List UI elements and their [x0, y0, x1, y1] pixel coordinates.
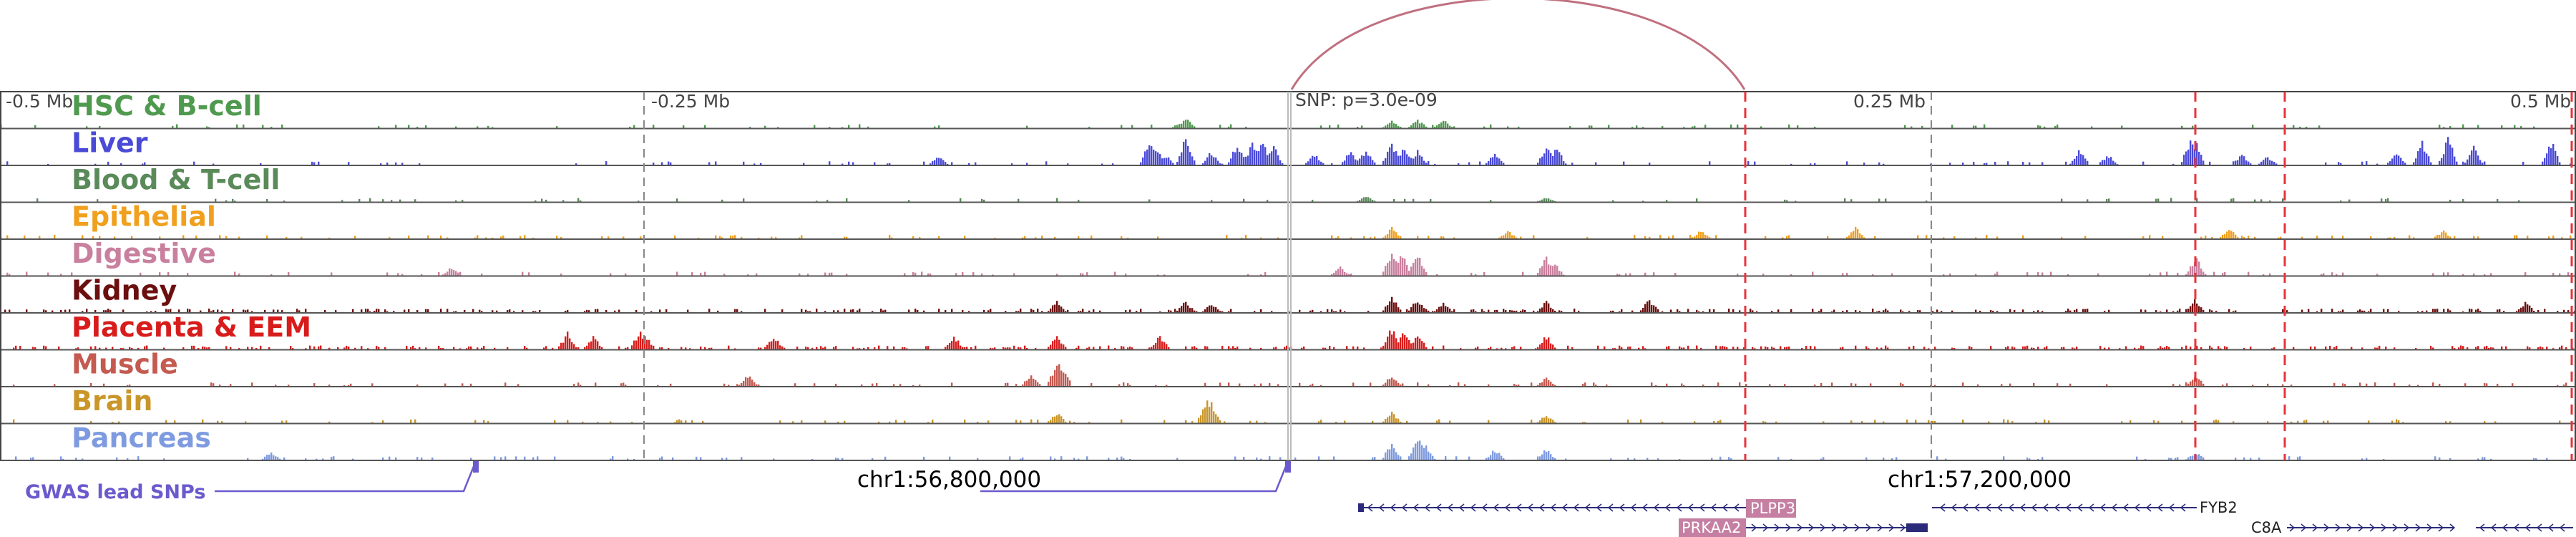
coordinate-label: chr1:56,800,000 — [857, 467, 1041, 493]
gene-label-box-prkaa2[interactable] — [1679, 518, 1746, 537]
gwas-connector-right — [980, 460, 1289, 493]
track-label: HSC & B-cell — [72, 90, 262, 122]
track-label: Placenta & EEM — [72, 311, 311, 343]
track-label: Blood & T-cell — [72, 164, 280, 195]
accessibility-tracks — [0, 91, 2576, 461]
track-label: Kidney — [72, 274, 177, 306]
track-label: Digestive — [72, 238, 216, 269]
gene-annotation-track: PLPP3 PRKAA2 FYB2 C8A — [1358, 499, 2573, 537]
chromatin-loop-arc — [1290, 0, 1746, 90]
gwas-lead-snps-row: GWAS lead SNPs — [25, 460, 1291, 503]
scale-label-minus-half-mb: -0.5 Mb — [6, 91, 73, 112]
gwas-snp-marker[interactable] — [1285, 461, 1291, 473]
gene-label-plpp3[interactable]: PLPP3 — [1750, 500, 1795, 517]
gwas-lead-snps-label: GWAS lead SNPs — [25, 481, 205, 503]
gene-label-prkaa2[interactable]: PRKAA2 — [1682, 519, 1741, 536]
scale-label-minus-quarter-mb: -0.25 Mb — [651, 91, 730, 112]
gene-label-c8a[interactable]: C8A — [2251, 519, 2282, 536]
scale-label-plus-quarter-mb: 0.25 Mb — [1853, 91, 1926, 112]
snp-pvalue-label: SNP: p=3.0e-09 — [1295, 90, 1438, 110]
track-label: Epithelial — [72, 200, 216, 232]
gwas-connector-left — [215, 460, 477, 493]
track-label: Liver — [72, 127, 148, 158]
track-label: Pancreas — [72, 422, 211, 453]
track-label: Brain — [72, 385, 152, 417]
gwas-snp-marker[interactable] — [473, 461, 479, 473]
scale-label-plus-half-mb: 0.5 Mb — [2510, 91, 2571, 112]
position-markers — [643, 92, 2573, 460]
gene-label-fyb2[interactable]: FYB2 — [2200, 499, 2238, 516]
coordinate-label: chr1:57,200,000 — [1888, 467, 2072, 493]
track-labels: HSC & B-cell Liver Blood & T-cell Epithelia… — [72, 90, 311, 454]
track-label: Muscle — [72, 348, 178, 379]
gene-label-box-plpp3[interactable] — [1746, 499, 1796, 518]
